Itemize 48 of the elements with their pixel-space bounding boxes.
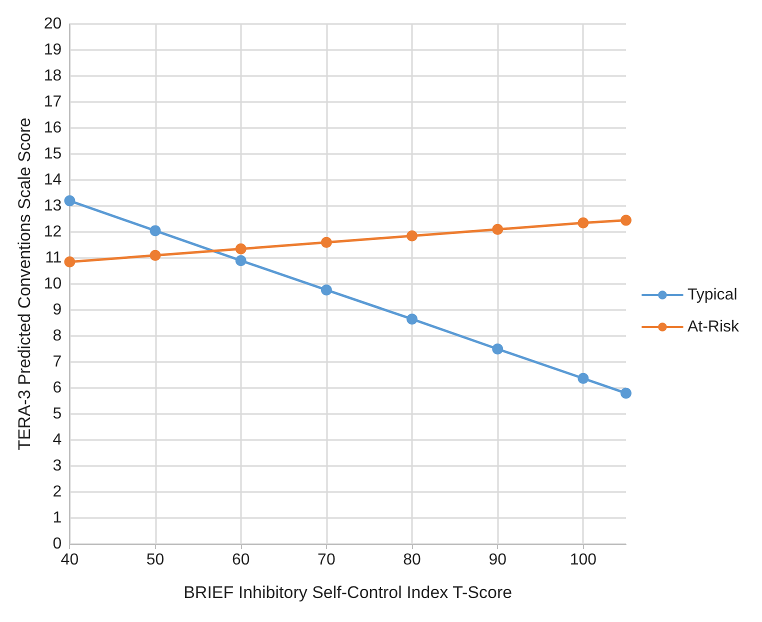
x-tick-label: 90 <box>488 552 507 568</box>
x-tick-label: 80 <box>403 552 422 568</box>
y-tick-label: 18 <box>44 68 62 84</box>
y-tick-label: 6 <box>52 380 62 396</box>
point <box>150 250 161 261</box>
y-tick-label: 5 <box>52 406 62 422</box>
y-tick-label: 2 <box>52 484 62 500</box>
y-tick-label: 12 <box>44 224 62 240</box>
point <box>64 256 76 268</box>
point <box>492 224 504 235</box>
y-tick-label: 11 <box>45 250 62 266</box>
point <box>578 372 589 384</box>
y-tick-label: 20 <box>44 16 62 32</box>
point <box>406 230 418 242</box>
y-tick-label: 8 <box>52 328 62 344</box>
point <box>620 388 632 399</box>
y-tick-label: 16 <box>44 120 62 136</box>
y-tick-label: 1 <box>52 510 62 526</box>
point <box>150 225 161 236</box>
y-tick-label: 3 <box>52 458 62 474</box>
legend-label: At-Risk <box>687 318 740 336</box>
x-axis-title: BRIEF Inhibitory Self-Control Index T-Score <box>184 583 512 602</box>
point <box>320 236 332 248</box>
x-tick-label: 70 <box>318 552 336 568</box>
y-axis-title: TERA-3 Predicted Conventions Scale Score <box>15 118 34 450</box>
point <box>320 284 332 296</box>
y-tick-label: 14 <box>44 172 62 188</box>
point <box>235 255 246 266</box>
y-tick-label: 10 <box>44 276 62 292</box>
x-tick-label: 50 <box>146 552 164 568</box>
point <box>492 344 504 354</box>
y-tick-label: 9 <box>52 302 62 318</box>
y-tick-label: 19 <box>44 42 62 58</box>
y-tick-label: 13 <box>44 198 62 214</box>
x-tick-label: 40 <box>60 552 79 568</box>
y-tick-label: 15 <box>44 146 62 162</box>
y-tick-label: 7 <box>52 354 62 370</box>
point <box>578 217 589 228</box>
x-tick-label: 60 <box>232 552 250 568</box>
y-tick-label: 0 <box>52 536 62 552</box>
point <box>406 314 418 325</box>
point <box>64 195 76 206</box>
y-tick-label: 17 <box>44 94 62 110</box>
x-tick-label: 100 <box>570 552 597 568</box>
point <box>620 214 632 226</box>
point <box>235 243 246 254</box>
legend-label: Typical <box>687 286 738 304</box>
y-tick-label: 4 <box>52 432 62 448</box>
